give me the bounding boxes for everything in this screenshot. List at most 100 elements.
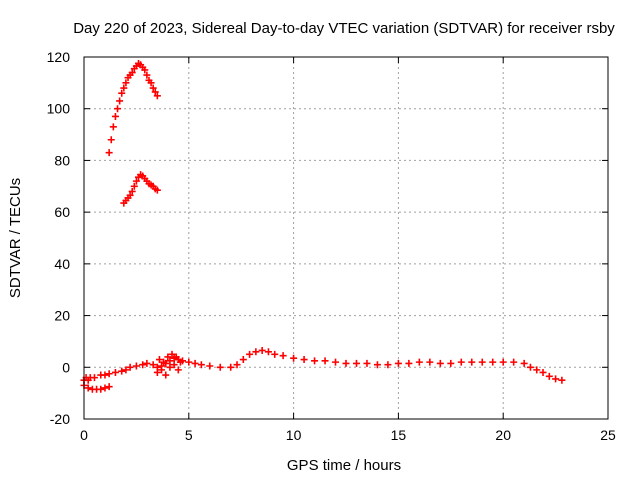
x-tick-label: 5 bbox=[185, 427, 193, 443]
y-tick-label: 80 bbox=[54, 152, 70, 168]
data-point bbox=[258, 346, 266, 354]
plot-frame bbox=[83, 56, 609, 420]
data-point bbox=[290, 354, 298, 362]
data-point bbox=[128, 69, 136, 77]
data-point bbox=[545, 372, 553, 380]
data-point bbox=[114, 105, 122, 113]
y-tick-label: 40 bbox=[54, 256, 70, 272]
data-point bbox=[279, 352, 287, 360]
data-point bbox=[132, 177, 140, 185]
data-point bbox=[384, 361, 392, 369]
data-point bbox=[246, 350, 254, 358]
data-point bbox=[185, 358, 193, 366]
data-point bbox=[489, 358, 497, 366]
data-point bbox=[271, 350, 279, 358]
data-point bbox=[227, 363, 235, 371]
data-point bbox=[143, 359, 151, 367]
data-point bbox=[149, 84, 157, 92]
data-point bbox=[153, 92, 161, 100]
data-point bbox=[122, 79, 130, 87]
y-tick-label: 20 bbox=[54, 308, 70, 324]
data-point bbox=[539, 368, 547, 376]
data-point bbox=[436, 359, 444, 367]
data-point bbox=[105, 370, 113, 378]
data-point bbox=[426, 358, 434, 366]
data-point bbox=[264, 348, 272, 356]
data-point bbox=[160, 358, 168, 366]
data-point bbox=[166, 363, 174, 371]
data-point bbox=[149, 361, 157, 369]
y-tick-label: -20 bbox=[50, 411, 70, 427]
x-tick-label: 10 bbox=[286, 427, 302, 443]
data-point bbox=[332, 358, 340, 366]
data-point bbox=[130, 182, 138, 190]
data-point bbox=[158, 366, 166, 374]
data-point bbox=[153, 368, 161, 376]
data-point bbox=[126, 363, 134, 371]
data-point bbox=[206, 362, 214, 370]
y-tick-label: 0 bbox=[62, 359, 70, 375]
data-point bbox=[499, 358, 507, 366]
data-point bbox=[191, 359, 199, 367]
data-point bbox=[111, 112, 119, 120]
data-point bbox=[252, 348, 260, 356]
data-point bbox=[118, 367, 126, 375]
data-point bbox=[101, 384, 109, 392]
data-point bbox=[139, 361, 147, 369]
data-point bbox=[166, 357, 174, 365]
data-point bbox=[520, 359, 528, 367]
data-point bbox=[342, 359, 350, 367]
data-point bbox=[558, 376, 566, 384]
y-tick-label: 100 bbox=[47, 101, 71, 117]
y-tick-label: 120 bbox=[47, 49, 71, 65]
data-point bbox=[141, 66, 149, 74]
data-point bbox=[478, 358, 486, 366]
data-point bbox=[155, 356, 163, 364]
data-point bbox=[363, 359, 371, 367]
data-point bbox=[118, 89, 126, 97]
x-tick-label: 15 bbox=[391, 427, 407, 443]
data-point bbox=[164, 353, 172, 361]
data-point bbox=[457, 358, 465, 366]
data-point bbox=[97, 385, 105, 393]
data-point bbox=[153, 186, 161, 194]
y-axis-label: SDTVAR / TECUs bbox=[7, 178, 24, 298]
data-point bbox=[132, 362, 140, 370]
data-point bbox=[233, 361, 241, 369]
data-point bbox=[122, 366, 130, 374]
data-point bbox=[101, 371, 109, 379]
data-point bbox=[116, 97, 124, 105]
data-point bbox=[394, 359, 402, 367]
x-axis-label: GPS time / hours bbox=[287, 457, 401, 474]
data-point bbox=[105, 383, 113, 391]
data-point bbox=[107, 136, 115, 144]
data-point bbox=[552, 375, 560, 383]
data-point bbox=[162, 371, 170, 379]
data-point bbox=[151, 88, 159, 96]
data-point bbox=[128, 187, 136, 195]
data-point bbox=[415, 358, 423, 366]
data-points bbox=[80, 59, 566, 393]
data-point bbox=[147, 79, 155, 87]
grid-lines bbox=[84, 57, 608, 419]
data-point bbox=[526, 363, 534, 371]
data-point bbox=[126, 191, 134, 199]
data-point bbox=[352, 359, 360, 367]
data-point bbox=[120, 84, 128, 92]
x-tick-label: 25 bbox=[600, 427, 616, 443]
x-tick-label: 0 bbox=[80, 427, 88, 443]
chart-title: Day 220 of 2023, Sidereal Day-to-day VTE… bbox=[73, 20, 615, 37]
data-point bbox=[239, 356, 247, 364]
axis-ticks bbox=[83, 56, 609, 420]
data-point bbox=[84, 384, 92, 392]
data-point bbox=[216, 363, 224, 371]
data-point bbox=[311, 357, 319, 365]
data-point bbox=[405, 359, 413, 367]
data-point bbox=[197, 361, 205, 369]
data-point bbox=[170, 361, 178, 369]
data-point bbox=[176, 358, 184, 366]
y-tick-label: 60 bbox=[54, 204, 70, 220]
data-point bbox=[105, 149, 113, 157]
data-point bbox=[533, 366, 541, 374]
